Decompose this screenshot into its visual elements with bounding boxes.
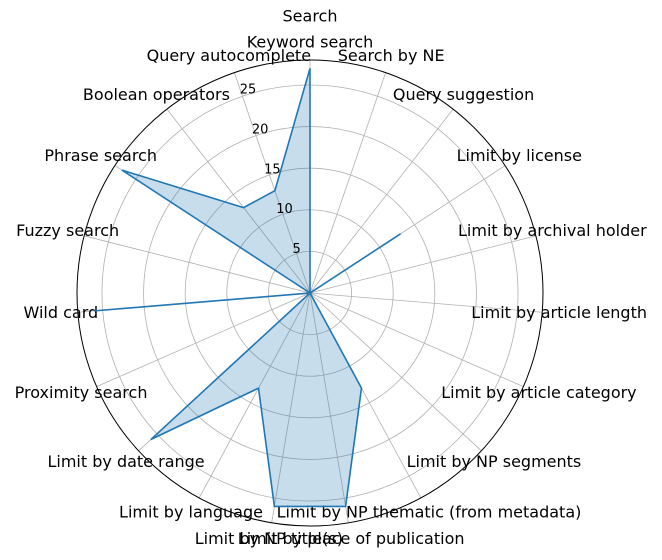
category-label: Query suggestion — [393, 85, 534, 104]
spoke — [309, 292, 524, 387]
r-tick-label: 20 — [252, 123, 269, 138]
spoke — [309, 235, 536, 294]
area — [94, 68, 401, 507]
spoke — [309, 292, 482, 452]
r-tick-label: 15 — [264, 162, 281, 177]
spoke — [233, 72, 311, 294]
category-label: Limit by NP segments — [407, 452, 582, 471]
category-label: Limit by NP title(s) — [195, 529, 343, 548]
chart-title: Search — [283, 7, 338, 26]
category-label: Wild card — [24, 303, 99, 322]
category-label: Limit by NP thematic (from metadata) — [277, 502, 582, 521]
category-label: Search by NE — [338, 46, 445, 65]
category-label: Phrase search — [44, 146, 157, 165]
spoke — [271, 292, 311, 523]
category-label: Fuzzy search — [16, 221, 119, 240]
line — [94, 68, 401, 508]
spoke — [166, 108, 311, 294]
category-label: Limit by language — [119, 502, 263, 521]
category-label: Boolean operators — [83, 85, 230, 104]
category-label: Query autocomplete — [147, 46, 311, 65]
category-label: Limit by article category — [441, 383, 636, 402]
category-label: Limit by archival holder — [458, 221, 647, 240]
spoke — [84, 235, 311, 294]
category-label: Proximity search — [15, 383, 148, 402]
r-tick-label: 5 — [293, 242, 301, 257]
spoke — [96, 292, 311, 387]
category-label: Limit by license — [457, 146, 582, 165]
category-label: Limit by article length — [471, 303, 647, 322]
spoke — [309, 108, 454, 294]
category-label: Limit by place of publication — [238, 529, 465, 548]
category-label: Limit by date range — [47, 452, 204, 471]
r-tick-label: 25 — [240, 83, 257, 98]
outer-frame — [76, 59, 544, 527]
spoke — [309, 292, 543, 313]
spoke — [309, 292, 349, 523]
r-tick-label: 10 — [276, 202, 293, 217]
spoke — [198, 292, 311, 499]
spoke — [309, 72, 387, 294]
category-label: Keyword search — [247, 33, 374, 52]
